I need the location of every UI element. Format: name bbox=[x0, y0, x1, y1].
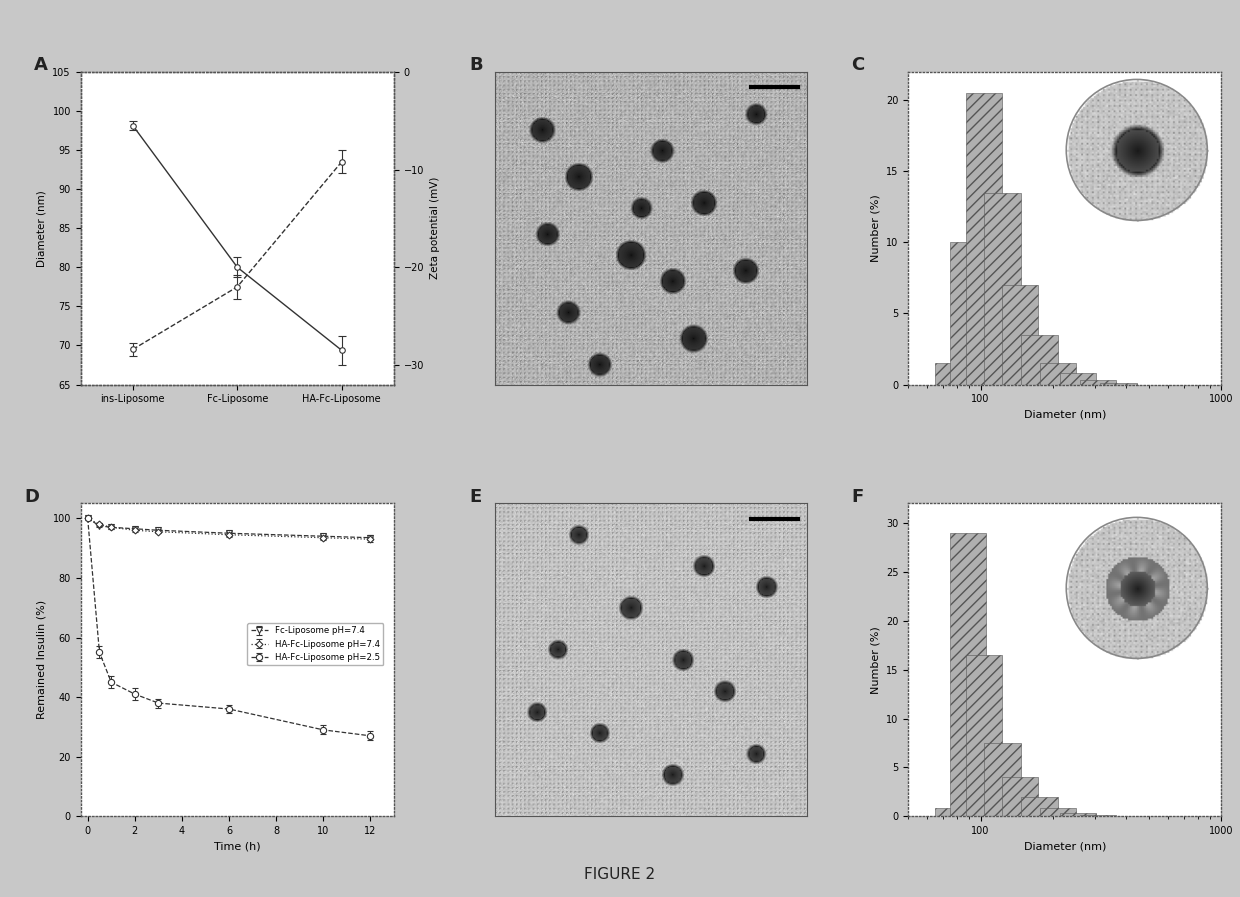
Bar bbox=[1021, 335, 1058, 385]
Legend: Fc-Liposome pH=7.4, HA-Fc-Liposome pH=7.4, HA-Fc-Liposome pH=2.5: Fc-Liposome pH=7.4, HA-Fc-Liposome pH=7.… bbox=[247, 623, 383, 666]
Bar bbox=[1039, 363, 1076, 385]
Y-axis label: Zeta potential (mV): Zeta potential (mV) bbox=[430, 177, 440, 279]
X-axis label: Diameter (nm): Diameter (nm) bbox=[1023, 841, 1106, 851]
Bar bbox=[1002, 285, 1038, 385]
Bar bbox=[966, 93, 1002, 385]
Y-axis label: Number (%): Number (%) bbox=[870, 195, 880, 262]
Text: D: D bbox=[25, 488, 40, 506]
Bar bbox=[935, 808, 971, 816]
Bar bbox=[1100, 383, 1137, 385]
Bar bbox=[983, 193, 1021, 385]
X-axis label: Diameter (nm): Diameter (nm) bbox=[1023, 410, 1106, 420]
Bar bbox=[1039, 808, 1076, 816]
Y-axis label: Diameter (nm): Diameter (nm) bbox=[37, 190, 47, 266]
Text: A: A bbox=[33, 57, 47, 74]
Bar bbox=[935, 363, 971, 385]
Bar bbox=[1080, 380, 1116, 385]
Bar bbox=[1002, 777, 1038, 816]
Y-axis label: Remained Insulin (%): Remained Insulin (%) bbox=[37, 600, 47, 719]
Bar bbox=[1080, 815, 1116, 816]
Bar bbox=[1021, 797, 1058, 816]
Bar bbox=[1060, 814, 1096, 816]
Bar bbox=[1060, 373, 1096, 385]
Text: C: C bbox=[852, 57, 864, 74]
Text: FIGURE 2: FIGURE 2 bbox=[584, 867, 656, 882]
Text: B: B bbox=[470, 57, 484, 74]
Bar bbox=[983, 743, 1021, 816]
Text: E: E bbox=[470, 488, 482, 506]
Bar bbox=[966, 655, 1002, 816]
Y-axis label: Number (%): Number (%) bbox=[870, 626, 880, 693]
Bar bbox=[950, 533, 986, 816]
Bar bbox=[950, 242, 986, 385]
Text: F: F bbox=[852, 488, 864, 506]
X-axis label: Time (h): Time (h) bbox=[215, 841, 260, 851]
